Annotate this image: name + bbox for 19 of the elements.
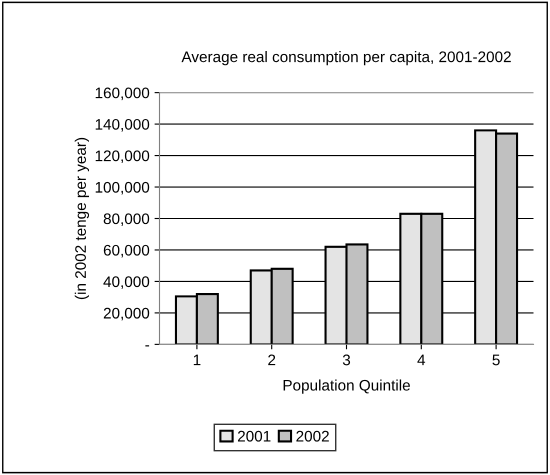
y-tick-label: 20,000 bbox=[104, 308, 150, 320]
legend-label: 2002 bbox=[296, 430, 329, 442]
x-tick-label: 3 bbox=[342, 354, 350, 366]
y-tick-label: 100,000 bbox=[96, 182, 150, 195]
y-tick-label: 40,000 bbox=[103, 276, 150, 289]
x-tick-label: 1 bbox=[194, 354, 200, 366]
legend-label: 2001 bbox=[238, 430, 270, 442]
y-tick-label: 120,000 bbox=[96, 150, 150, 164]
x-tick-label: 2 bbox=[268, 354, 276, 366]
y-tick-label: 60,000 bbox=[104, 244, 150, 258]
x-tick-label: 5 bbox=[492, 354, 500, 366]
y-tick-label: - bbox=[145, 345, 150, 346]
y-tick-label: 160,000 bbox=[96, 87, 150, 100]
y-tick-label: 140,000 bbox=[96, 118, 150, 132]
x-axis-title: Population Quintile bbox=[284, 379, 410, 394]
x-tick-label: 4 bbox=[417, 354, 426, 366]
y-axis-title: (in 2002 tenge per year) bbox=[74, 138, 90, 300]
y-tick-label: 80,000 bbox=[104, 213, 150, 226]
chart-title: Average real consumption per capita, 2001-2002 bbox=[181, 51, 511, 66]
